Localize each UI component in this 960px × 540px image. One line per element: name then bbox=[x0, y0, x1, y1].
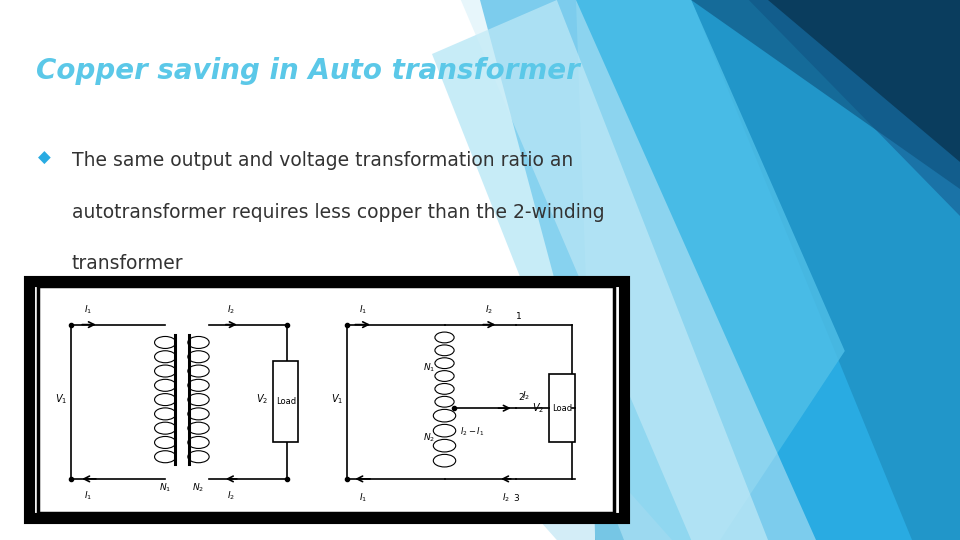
Text: 2: 2 bbox=[518, 393, 524, 402]
Text: $N_2$: $N_2$ bbox=[423, 432, 435, 444]
Text: transformer: transformer bbox=[72, 254, 183, 273]
Text: $I_1$: $I_1$ bbox=[359, 303, 367, 316]
Text: $V_1$: $V_1$ bbox=[55, 393, 67, 407]
Text: Load: Load bbox=[552, 404, 572, 413]
Text: 3: 3 bbox=[514, 494, 519, 503]
Polygon shape bbox=[480, 0, 912, 540]
Text: $V_2$: $V_2$ bbox=[532, 401, 544, 415]
Bar bbox=[274, 361, 299, 442]
Text: The same output and voltage transformation ratio an: The same output and voltage transformati… bbox=[72, 151, 573, 170]
Text: $I_2$: $I_2$ bbox=[485, 303, 493, 316]
Text: Load: Load bbox=[276, 397, 296, 406]
Text: ◆: ◆ bbox=[38, 148, 51, 166]
Polygon shape bbox=[365, 324, 672, 540]
Text: $N_1$: $N_1$ bbox=[159, 481, 171, 494]
Text: $I_1$: $I_1$ bbox=[359, 492, 367, 504]
Text: $V_2$: $V_2$ bbox=[256, 393, 269, 407]
Text: $I_2-I_1$: $I_2-I_1$ bbox=[460, 426, 484, 438]
Text: $I_1$: $I_1$ bbox=[84, 303, 92, 316]
Polygon shape bbox=[528, 0, 960, 540]
Text: $I_1$: $I_1$ bbox=[84, 490, 92, 502]
Text: $I_2$: $I_2$ bbox=[502, 492, 510, 504]
Text: Copper saving in Auto transformer: Copper saving in Auto transformer bbox=[36, 57, 580, 85]
Polygon shape bbox=[595, 0, 960, 540]
Bar bbox=[29, 281, 624, 518]
Polygon shape bbox=[432, 0, 768, 540]
Text: $I_2$: $I_2$ bbox=[228, 490, 235, 502]
Text: autotransformer requires less copper than the 2-winding: autotransformer requires less copper tha… bbox=[72, 202, 605, 221]
Polygon shape bbox=[461, 0, 816, 540]
Text: $V_1$: $V_1$ bbox=[331, 393, 344, 407]
Bar bbox=[549, 374, 575, 442]
Text: $N_1$: $N_1$ bbox=[423, 361, 435, 374]
Polygon shape bbox=[768, 0, 960, 162]
Text: $I_2$: $I_2$ bbox=[228, 303, 235, 316]
Text: 1: 1 bbox=[516, 312, 521, 321]
Bar bbox=[38, 286, 614, 513]
Text: $N_2$: $N_2$ bbox=[192, 481, 204, 494]
Polygon shape bbox=[576, 0, 845, 540]
Text: $I_2$: $I_2$ bbox=[522, 389, 531, 402]
Polygon shape bbox=[691, 0, 960, 189]
